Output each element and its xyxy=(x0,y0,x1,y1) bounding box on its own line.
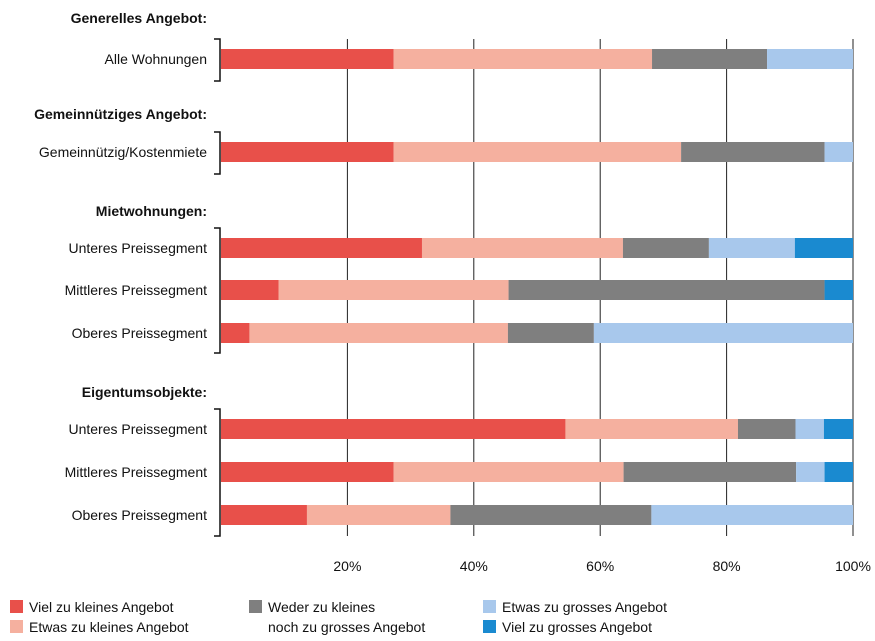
bar-segment xyxy=(767,49,853,69)
legend-item: Etwas zu grosses Angebot xyxy=(483,597,667,617)
legend-swatch xyxy=(483,620,496,633)
bar-segment xyxy=(450,505,652,525)
bar-segment xyxy=(249,323,508,343)
bar-segment xyxy=(796,462,825,482)
bar-segment xyxy=(681,142,825,162)
bar-segment xyxy=(623,462,797,482)
legend-label: Weder zu kleines noch zu grosses Angebot xyxy=(268,599,426,635)
bar-segment xyxy=(651,505,853,525)
legend-column: Etwas zu grosses Angebot Viel zu grosses … xyxy=(483,597,667,637)
row-label: Gemeinnützig/Kostenmiete xyxy=(39,144,207,160)
bar-segment xyxy=(221,280,279,300)
bar-segment xyxy=(593,323,853,343)
bar-segment xyxy=(823,419,853,439)
row-label: Alle Wohnungen xyxy=(105,51,207,67)
bar-segment xyxy=(652,49,768,69)
x-tick-label: 60% xyxy=(586,558,614,574)
bar-segment xyxy=(393,49,653,69)
row-label: Oberes Preissegment xyxy=(72,325,208,341)
bar-segment xyxy=(221,505,307,525)
row-label: Unteres Preissegment xyxy=(68,240,207,256)
legend-swatch xyxy=(10,620,23,633)
bar-segment xyxy=(278,280,509,300)
bar-segment xyxy=(708,238,795,258)
bar-segment xyxy=(221,49,394,69)
legend-label: Etwas zu grosses Angebot xyxy=(502,599,667,615)
bar-segment xyxy=(306,505,451,525)
x-tick-label: 100% xyxy=(835,558,871,574)
bar-segment xyxy=(824,280,853,300)
bar-segment xyxy=(393,142,682,162)
row-label: Mittleres Preissegment xyxy=(65,282,207,298)
bar-segment xyxy=(737,419,796,439)
x-tick-label: 40% xyxy=(460,558,488,574)
bar-segment xyxy=(824,462,853,482)
bar-segment xyxy=(393,462,624,482)
group-bracket xyxy=(214,131,221,175)
bar-segment xyxy=(221,323,250,343)
legend-label: Viel zu grosses Angebot xyxy=(502,619,652,635)
bar-segment xyxy=(221,142,394,162)
row-label: Unteres Preissegment xyxy=(68,421,207,437)
bar-segment xyxy=(221,419,566,439)
legend-swatch xyxy=(10,600,23,613)
group-bracket xyxy=(214,227,221,354)
group-title: Mietwohnungen: xyxy=(96,203,207,219)
bar-segment xyxy=(824,142,853,162)
bar-segment xyxy=(565,419,738,439)
legend-item: Viel zu kleines Angebot xyxy=(10,597,189,617)
bar-segment xyxy=(622,238,709,258)
bar-segment xyxy=(507,323,594,343)
group-title: Gemeinnütziges Angebot: xyxy=(34,106,207,122)
bar-segment xyxy=(421,238,623,258)
legend-item: Etwas zu kleines Angebot xyxy=(10,617,189,637)
group-bracket xyxy=(214,38,221,82)
row-label: Mittleres Preissegment xyxy=(65,464,207,480)
group-title: Generelles Angebot: xyxy=(71,10,207,26)
bar-segment xyxy=(221,462,394,482)
legend-label: Etwas zu kleines Angebot xyxy=(29,619,189,635)
row-label: Oberes Preissegment xyxy=(72,507,208,523)
group-bracket xyxy=(214,408,221,537)
x-tick-label: 20% xyxy=(333,558,361,574)
legend-swatch xyxy=(249,600,262,613)
legend-label: Viel zu kleines Angebot xyxy=(29,599,174,615)
legend-item: Weder zu kleines noch zu grosses Angebot xyxy=(249,597,425,637)
legend-swatch xyxy=(483,600,496,613)
bar-segment xyxy=(795,419,824,439)
bar-segment xyxy=(508,280,825,300)
x-tick-label: 80% xyxy=(713,558,741,574)
legend-column: Viel zu kleines Angebot Etwas zu kleines … xyxy=(10,597,189,637)
legend-item: Viel zu grosses Angebot xyxy=(483,617,667,637)
bar-segment xyxy=(794,238,853,258)
legend-column: Weder zu kleines noch zu grosses Angebot xyxy=(249,597,425,637)
group-title: Eigentumsobjekte: xyxy=(82,384,207,400)
bar-segment xyxy=(221,238,422,258)
